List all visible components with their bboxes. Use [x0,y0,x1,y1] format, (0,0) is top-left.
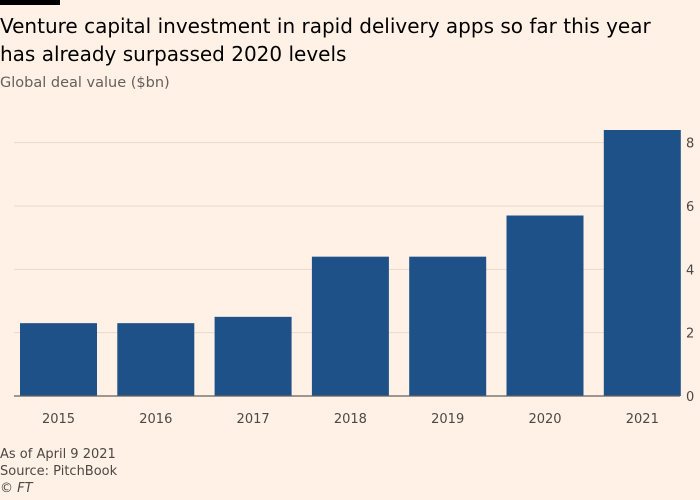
bar-2018 [311,256,389,396]
x-tick-label: 2015 [42,412,75,427]
bars [20,130,681,396]
header-rule [0,0,60,5]
bar-chart: 0 2 4 6 8 2015 2016 2017 2018 2019 2020 2021 [14,130,694,427]
y-tick-label: 2 [686,327,694,342]
chart-title: Venture capital investment in rapid deli… [0,14,651,66]
x-tick-label: 2017 [237,412,270,427]
x-tick-label: 2018 [334,412,367,427]
bar-2017 [214,316,292,396]
chart-subtitle: Global deal value ($bn) [0,75,170,91]
x-tick-label: 2016 [139,412,172,427]
y-tick-label: 0 [686,390,694,405]
y-tick-label: 6 [686,200,694,215]
y-tick-labels: 0 2 4 6 8 [686,137,694,405]
bar-2020 [506,215,584,396]
chart-footer: As of April 9 2021 Source: PitchBook © F… [0,446,117,497]
bar-2015 [20,323,97,396]
y-tick-label: 4 [686,263,694,278]
x-tick-labels: 2015 2016 2017 2018 2019 2020 2021 [42,412,659,427]
source-note: Source: PitchBook [0,464,118,479]
x-tick-label: 2019 [431,412,464,427]
bar-2016 [117,323,195,396]
bar-2019 [409,256,487,396]
x-tick-label: 2020 [528,412,561,427]
y-tick-label: 8 [686,137,694,152]
x-tick-label: 2021 [626,412,659,427]
data-date-note: As of April 9 2021 [0,447,116,462]
ft-credit: © FT [0,481,33,496]
bar-2021 [603,130,681,396]
